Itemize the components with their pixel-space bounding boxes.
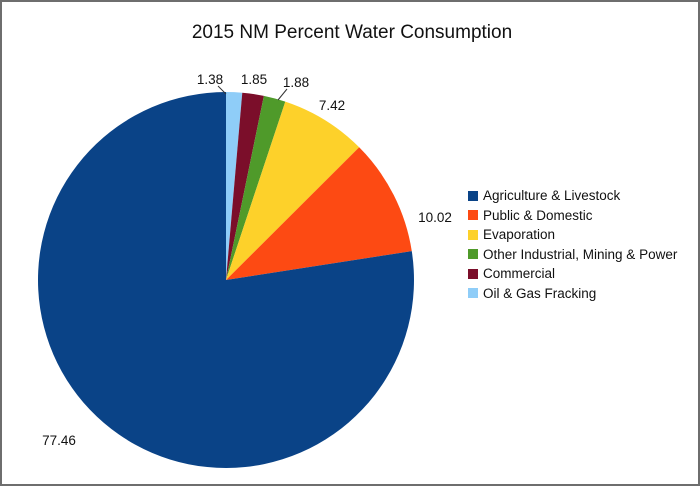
pie-slice-agriculture-livestock [37, 92, 414, 468]
leader-line [217, 85, 227, 95]
legend-swatch [468, 249, 478, 260]
legend-swatch [468, 210, 478, 221]
legend: Agriculture & Livestock Public & Domestic… [468, 186, 677, 303]
legend-label: Evaporation [483, 227, 556, 243]
data-label: 1.38 [197, 72, 223, 87]
legend-label: Oil & Gas Fracking [483, 285, 597, 301]
legend-swatch [468, 229, 478, 240]
pie-slice-evaporation [226, 101, 360, 281]
legend-item: Other Industrial, Mining & Power [468, 245, 677, 265]
pie-slice-public-domestic [226, 147, 412, 280]
legend-item: Evaporation [468, 225, 677, 245]
legend-label: Other Industrial, Mining & Power [483, 246, 678, 262]
legend-label: Agriculture & Livestock [483, 188, 621, 204]
legend-swatch [468, 190, 478, 201]
pie-slice-oil-gas-fracking [226, 92, 243, 280]
legend-swatch [468, 268, 478, 279]
data-label: 1.85 [241, 72, 267, 87]
leader-line [277, 88, 288, 101]
data-label: 1.88 [283, 75, 309, 90]
legend-label: Public & Domestic [483, 207, 593, 223]
chart-title: 2015 NM Percent Water Consumption [191, 22, 513, 43]
data-label: 77.46 [42, 433, 76, 448]
pie-slice-other-industrial-mining-power [226, 95, 286, 281]
legend-item: Oil & Gas Fracking [468, 284, 677, 304]
legend-label: Commercial [483, 266, 556, 282]
legend-swatch [468, 288, 478, 299]
legend-item: Commercial [468, 264, 677, 284]
data-label: 10.02 [418, 210, 452, 225]
data-label: 7.42 [319, 98, 345, 113]
legend-item: Agriculture & Livestock [468, 186, 677, 206]
legend-item: Public & Domestic [468, 206, 677, 226]
pie-slice-commercial [226, 92, 264, 280]
